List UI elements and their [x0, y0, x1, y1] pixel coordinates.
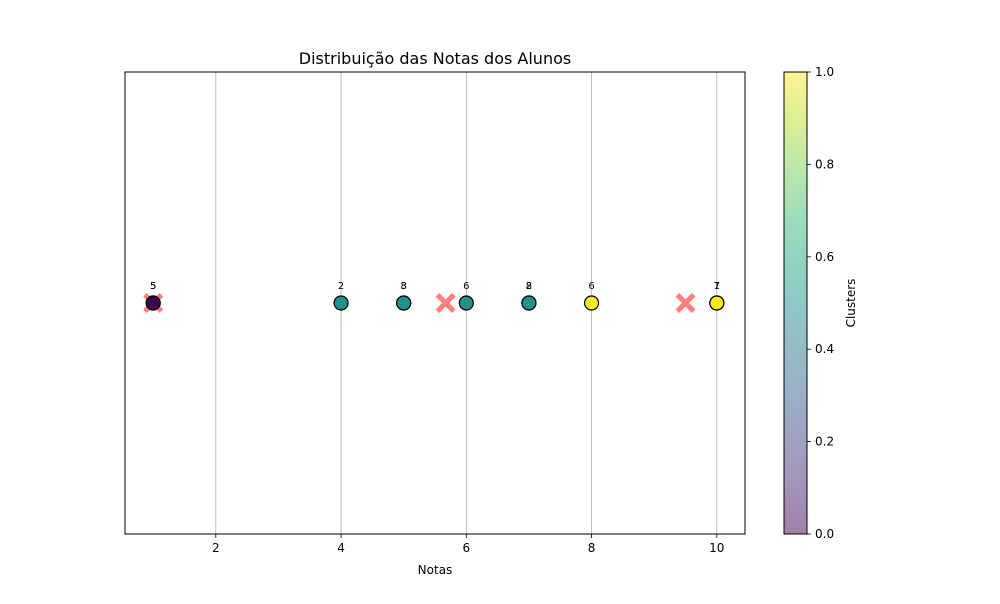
point-label-4: 8: [400, 281, 406, 292]
data-point-9: [583, 295, 600, 311]
point-label-5: 3: [400, 281, 406, 292]
data-points: [145, 295, 725, 311]
x-tick-label-10: 10: [709, 541, 724, 555]
chart-title: Distribuição das Notas dos Alunos: [299, 49, 571, 68]
point-label-11: 7: [714, 281, 720, 292]
point-label-9: 6: [588, 281, 594, 292]
point-label-1: 5: [150, 281, 156, 292]
colorbar-gradient: [784, 72, 807, 534]
data-point-8: [521, 295, 537, 311]
point-label-6: 6: [463, 281, 469, 292]
x-tick-label-6: 6: [462, 541, 470, 555]
data-point-2: [145, 295, 161, 311]
x-axis-ticks: 2 4 6 8 10: [212, 534, 724, 555]
data-point-6: [458, 295, 474, 311]
centroid-marker-2: [435, 293, 456, 313]
point-label-3: 2: [338, 281, 344, 292]
point-label-10: 1: [714, 281, 720, 292]
data-point-11: [709, 295, 725, 311]
colorbar-label: Clusters: [844, 279, 858, 328]
colorbar-tick-label-0.2: 0.2: [815, 435, 834, 449]
data-point-3: [333, 295, 349, 311]
colorbar-tick-label-0.4: 0.4: [815, 342, 834, 356]
colorbar-tick-label-0.0: 0.0: [815, 527, 834, 541]
colorbar-tick-label-1.0: 1.0: [815, 65, 834, 79]
colorbar-ticks: 0.0 0.2 0.4 0.6 0.8 1.0: [807, 65, 834, 541]
point-label-7: 8: [526, 281, 532, 292]
x-tick-label-2: 2: [212, 541, 220, 555]
point-label-2: 5: [150, 281, 156, 292]
colorbar-frame: [783, 71, 808, 535]
plot-frame: [124, 71, 746, 535]
point-labels: 55 2 83 6 82 6 17: [150, 281, 720, 292]
x-tick-label-4: 4: [337, 541, 345, 555]
centroid-marker-3: [675, 293, 696, 313]
colorbar: 0.0 0.2 0.4 0.6 0.8 1.0 Clusters: [783, 65, 858, 541]
data-point-5: [396, 295, 412, 311]
colorbar-tick-label-0.6: 0.6: [815, 250, 834, 264]
point-label-8: 2: [526, 281, 532, 292]
centroids: [143, 293, 696, 313]
colorbar-tick-label-0.8: 0.8: [815, 157, 834, 171]
x-tick-label-8: 8: [588, 541, 596, 555]
x-axis-label: Notas: [418, 563, 453, 577]
